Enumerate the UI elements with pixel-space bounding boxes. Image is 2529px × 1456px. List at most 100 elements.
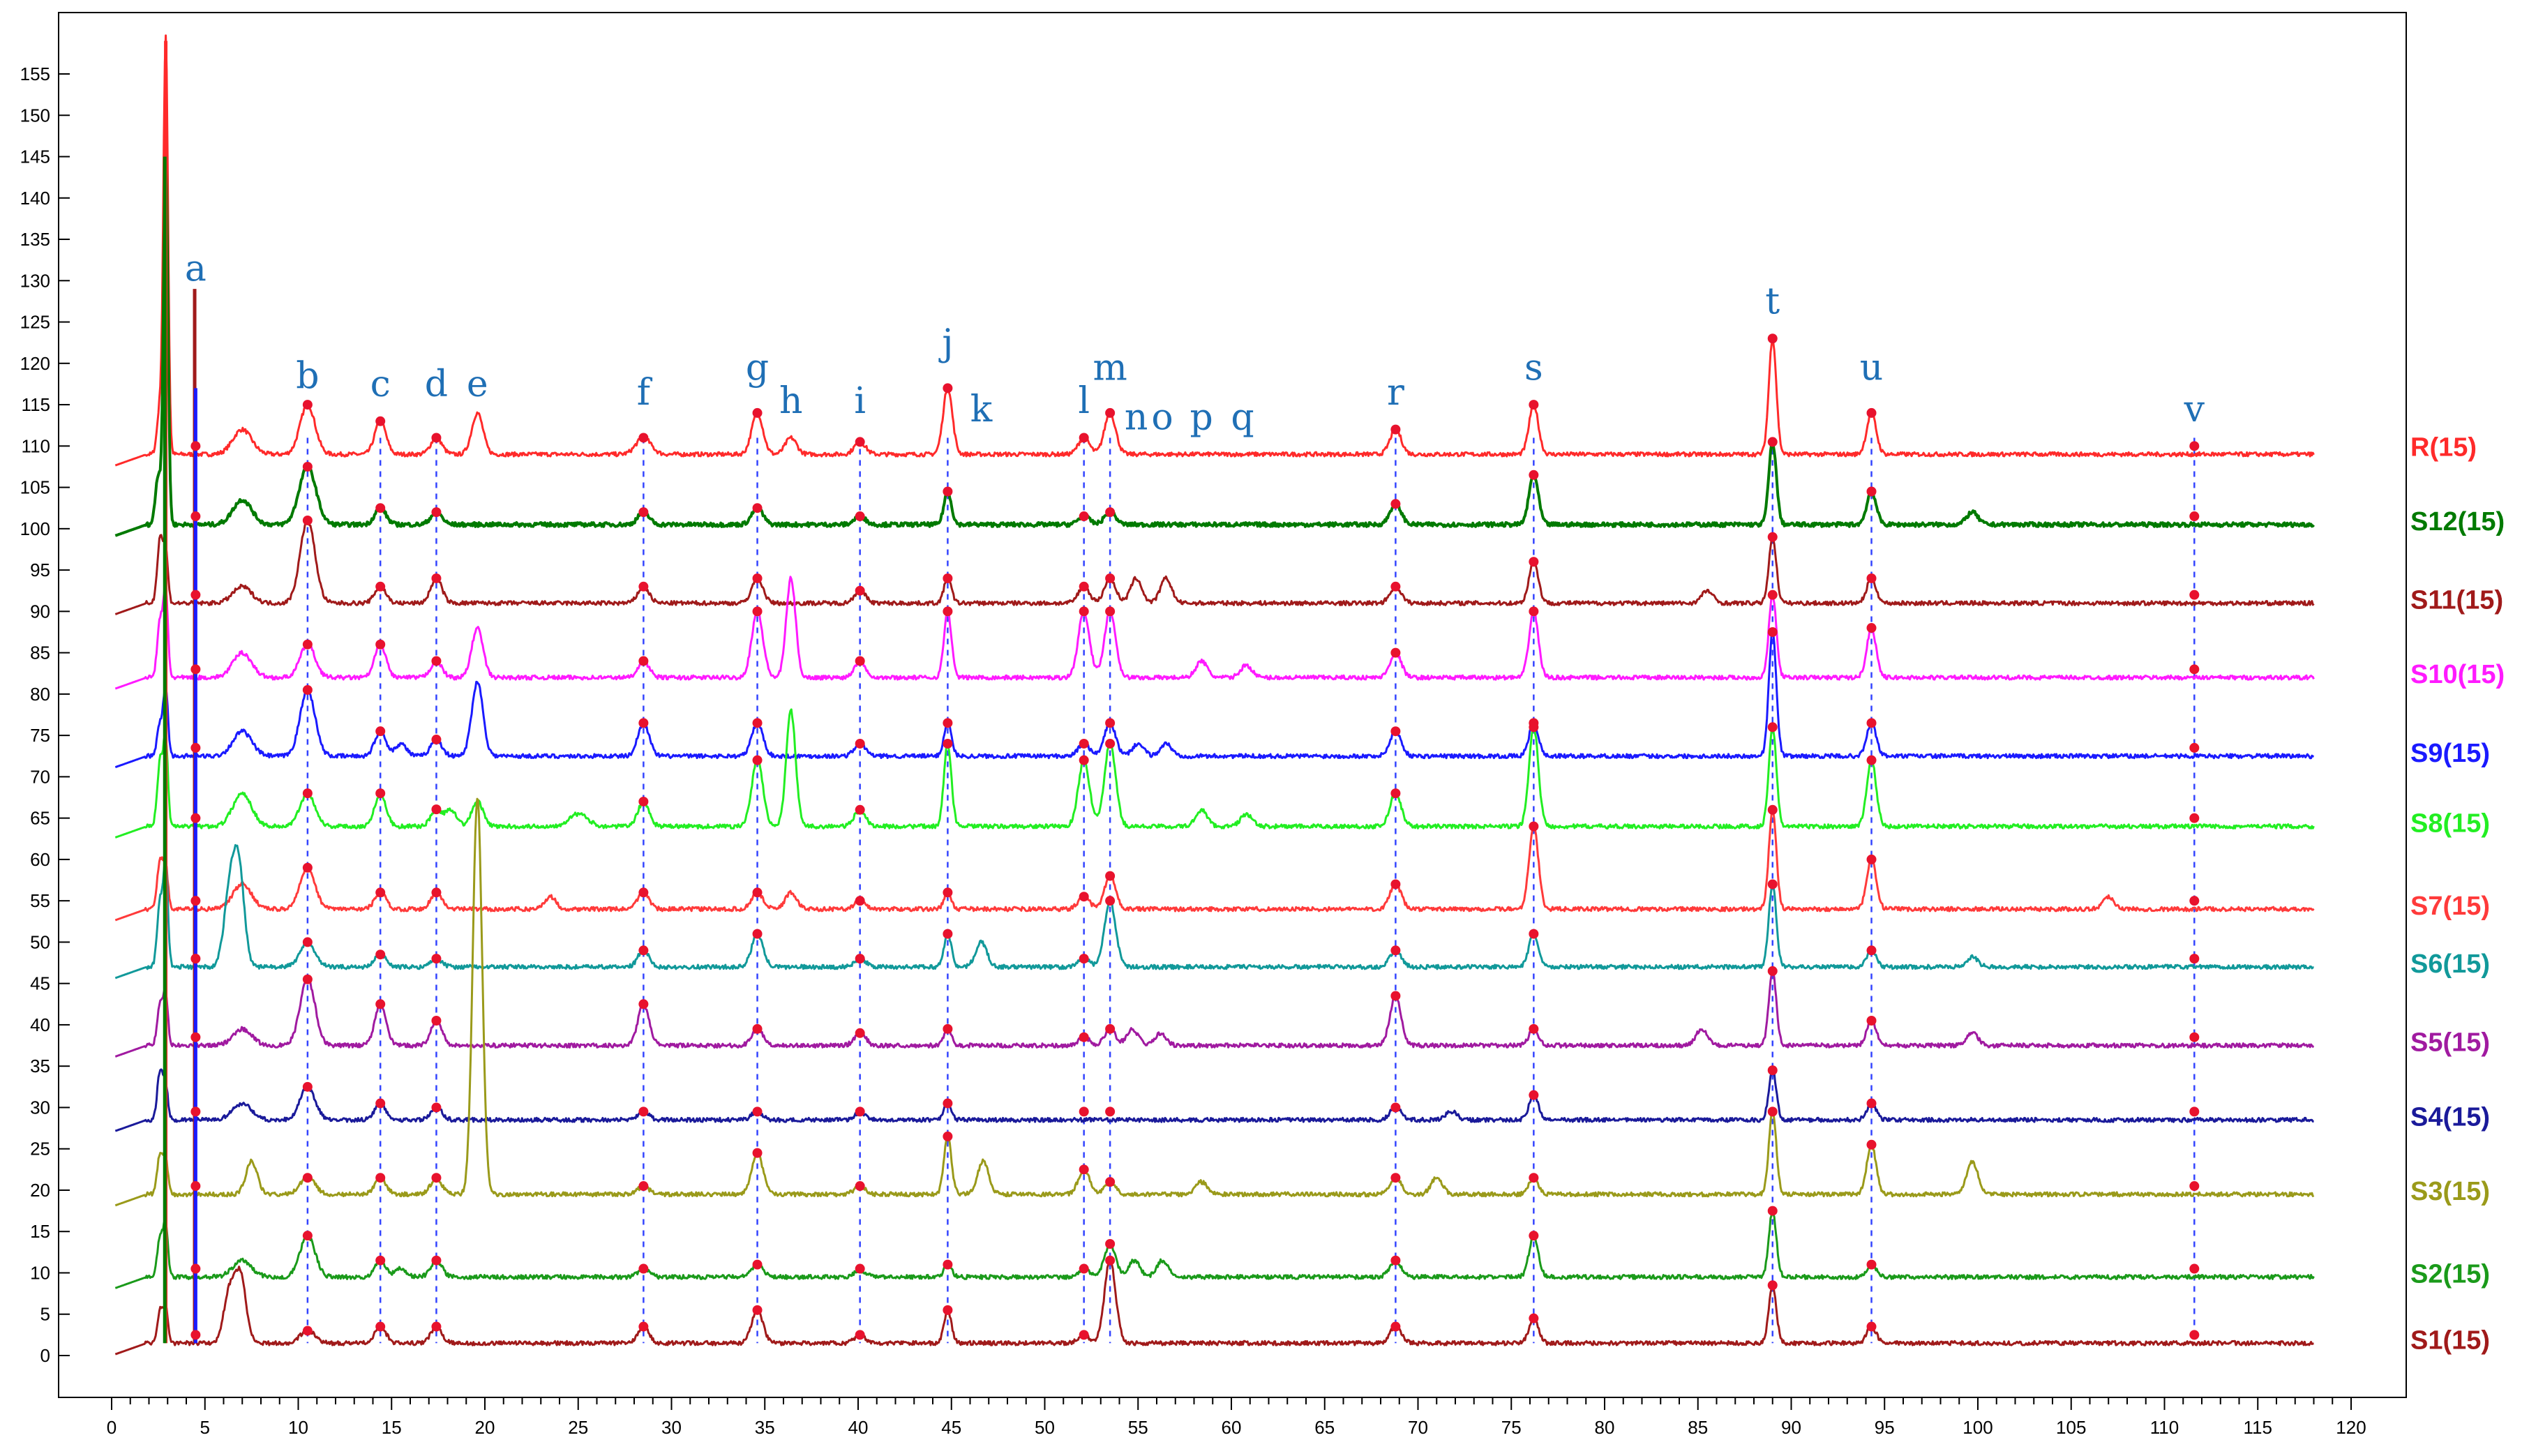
peak-marker [855,1106,865,1117]
peak-marker [431,507,442,518]
peak-marker [1866,407,1877,418]
peak-marker [431,1102,442,1113]
peak-label: h [779,380,803,422]
legend-label: S11(15) [2410,586,2503,615]
peak-label: v [2184,389,2205,430]
peak-marker [638,507,649,518]
y-tick-label: 70 [30,766,50,787]
peak-marker [943,486,953,497]
y-tick-label: 130 [20,270,50,291]
peak-marker [638,1181,649,1192]
peak-label: b [296,355,319,397]
y-tick-label: 100 [20,518,50,539]
peak-marker [302,1231,313,1241]
trace-line [114,1259,2314,1356]
peak-marker [752,606,763,617]
peak-marker [855,437,865,447]
peak-marker [2189,441,2200,451]
y-tick-label: 60 [30,849,50,870]
peak-marker [2189,954,2200,964]
peak-marker [1105,871,1116,881]
peak-marker [1866,718,1877,728]
peak-marker [638,433,649,443]
peak-marker [1767,966,1778,976]
peak-marker [943,1259,953,1270]
peak-marker [1079,1106,1089,1117]
y-tick-label: 155 [20,63,50,84]
peak-marker [431,656,442,666]
y-tick-label: 0 [40,1345,50,1366]
peak-marker [855,1028,865,1038]
peak-marker [2189,1032,2200,1042]
x-tick-label: 80 [1595,1417,1615,1438]
y-tick-label: 120 [20,353,50,374]
legend-label: S6(15) [2410,950,2490,979]
legend-label: R(15) [2410,433,2477,462]
peak-marker [752,1259,763,1270]
peak-marker [1079,1164,1089,1175]
legend-label: S2(15) [2410,1259,2490,1289]
peak-marker [1767,1106,1778,1117]
peak-marker [2189,742,2200,753]
peak-label: d [425,363,448,405]
peak-marker [2189,1181,2200,1192]
peak-marker [375,999,386,1010]
x-tick-label: 105 [2056,1417,2086,1438]
x-tick-label: 50 [1035,1417,1055,1438]
x-tick-label: 100 [1963,1417,1993,1438]
peak-marker [855,738,865,749]
peak-marker [190,590,201,600]
legend-label: S7(15) [2410,892,2490,921]
peak-marker [752,573,763,583]
peak-marker [1105,573,1116,583]
peak-label: u [1860,347,1884,389]
peak-marker [638,796,649,806]
peak-marker [1105,1023,1116,1034]
peak-marker [431,887,442,898]
x-tick-label: 85 [1688,1417,1708,1438]
x-tick-label: 95 [1875,1417,1895,1438]
peak-marker [855,585,865,596]
x-axis: 0 5 10 15 20 25 30 35 40 45 50 55 60 65 70 75 80 85 90 95 10… [59,1397,2406,1438]
peak-marker [1866,1098,1877,1109]
peak-marker [638,945,649,956]
peak-marker [431,433,442,443]
peak-marker [190,1106,201,1117]
peak-label: g [746,347,769,389]
peak-marker [1390,945,1401,956]
y-tick-label: 85 [30,643,50,663]
peak-label: m [1093,347,1127,389]
y-tick-label: 125 [20,312,50,333]
trace-line [114,156,2316,537]
y-tick-label: 50 [30,931,50,952]
peak-label: c [370,363,391,405]
peak-marker [302,974,313,984]
peak-marker [302,515,313,525]
peak-marker [431,954,442,964]
y-tick-label: 10 [30,1262,50,1283]
peak-marker [1079,755,1089,765]
peak-label: q [1231,397,1254,439]
peak-marker [855,1263,865,1274]
peak-marker [1529,557,1539,567]
peak-marker [302,400,313,410]
peak-marker [190,1330,201,1340]
peak-marker [190,896,201,906]
peak-marker [302,461,313,472]
x-tick-label: 10 [288,1417,308,1438]
peak-label: p [1190,397,1213,439]
peak-marker [431,735,442,745]
peak-marker [1390,647,1401,658]
peak-label: l [1078,380,1090,422]
peak-marker [1105,407,1116,418]
peak-marker [1390,1173,1401,1183]
peak-marker [1767,1206,1778,1216]
peak-marker [431,804,442,815]
peak-marker [1390,424,1401,435]
peak-marker [638,1106,649,1117]
peak-marker [302,1081,313,1092]
peak-marker [943,887,953,898]
peak-marker [431,1321,442,1332]
peak-marker [943,1023,953,1034]
